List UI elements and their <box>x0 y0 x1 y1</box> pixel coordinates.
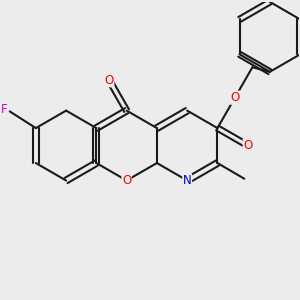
Text: F: F <box>1 103 8 116</box>
Text: O: O <box>104 74 114 87</box>
Text: N: N <box>183 174 192 187</box>
Text: O: O <box>230 91 239 104</box>
Text: O: O <box>243 139 253 152</box>
Text: O: O <box>122 174 131 187</box>
